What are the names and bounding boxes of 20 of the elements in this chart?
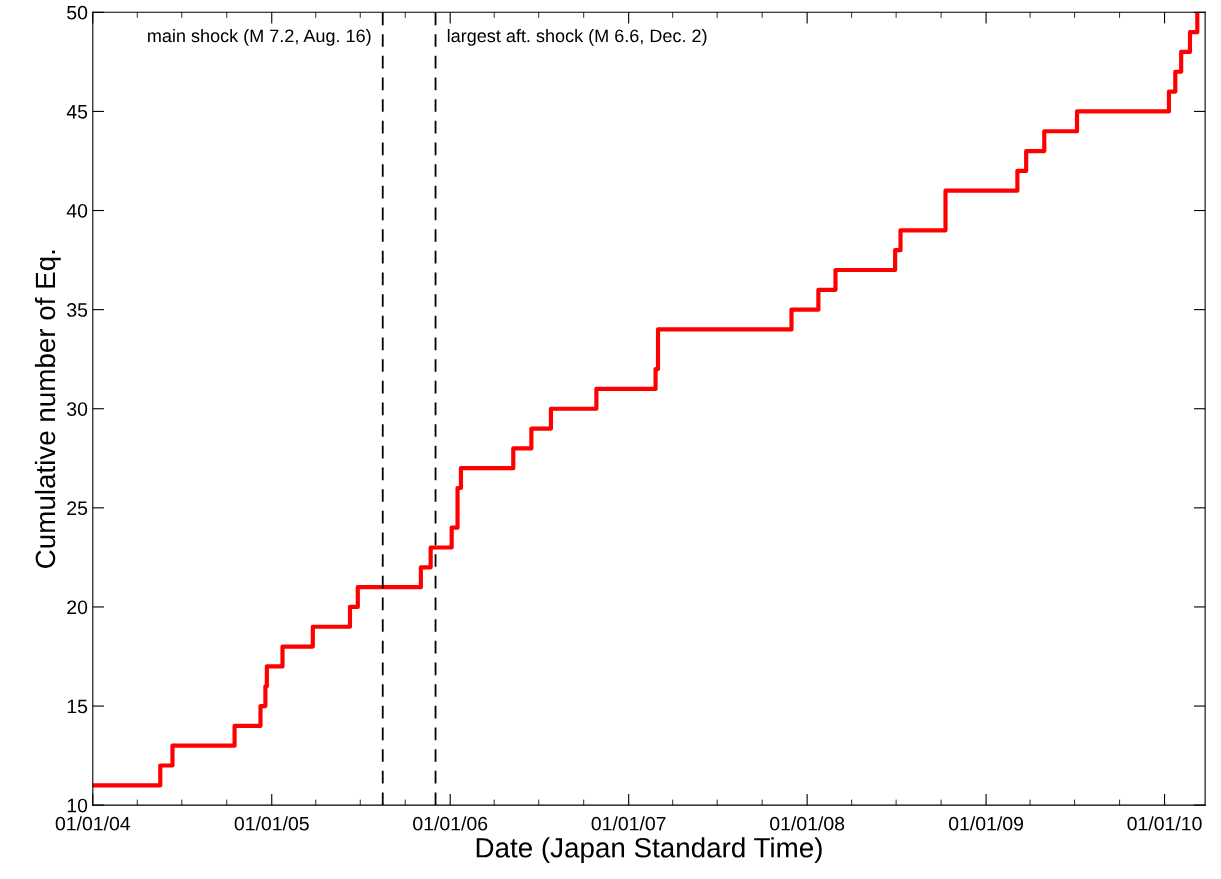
ref-line-label: main shock (M 7.2, Aug. 16) xyxy=(148,28,371,46)
y-tick-label: 20 xyxy=(67,600,88,615)
x-axis-title: Date (Japan Standard Time) xyxy=(476,837,822,864)
x-tick-label: 01/01/07 xyxy=(591,816,666,831)
ref-line-label: largest aft. shock (M 6.6, Dec. 2) xyxy=(447,28,707,46)
y-axis-title: Cumulative number of Eq. xyxy=(34,250,61,568)
x-tick-label: 01/01/10 xyxy=(1127,816,1202,831)
y-tick-label: 45 xyxy=(66,105,88,119)
y-tick-label: 25 xyxy=(67,501,88,516)
x-tick-label: 01/01/09 xyxy=(949,816,1024,831)
x-tick-label: 01/01/06 xyxy=(413,816,488,831)
y-tick-label: 10 xyxy=(67,798,88,813)
x-tick-label: 01/01/04 xyxy=(55,816,131,831)
y-tick-label: 30 xyxy=(67,402,88,416)
y-tick-label: 35 xyxy=(67,303,88,317)
x-tick-label: 01/01/05 xyxy=(234,816,309,831)
y-tick-label: 15 xyxy=(67,699,88,714)
x-tick-label: 01/01/08 xyxy=(770,816,845,831)
y-tick-label: 50 xyxy=(67,5,88,20)
y-tick-label: 40 xyxy=(66,203,88,218)
